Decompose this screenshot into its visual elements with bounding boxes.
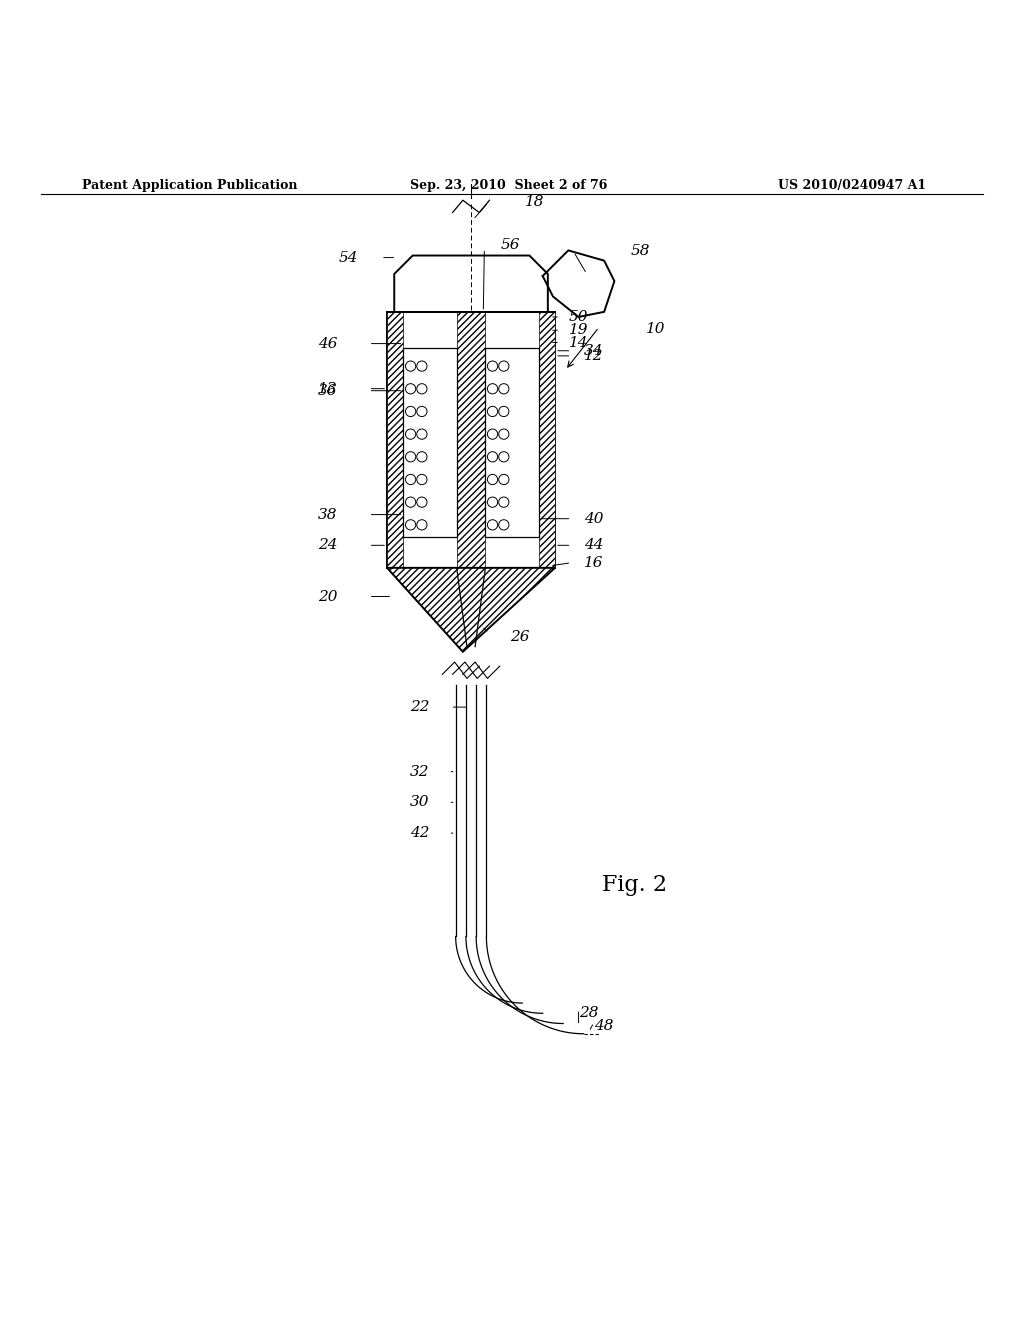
Text: 56: 56 <box>500 239 520 252</box>
Text: Fig. 2: Fig. 2 <box>602 874 668 896</box>
Bar <box>403 347 457 537</box>
Text: 38: 38 <box>317 508 338 521</box>
Text: Patent Application Publication: Patent Application Publication <box>82 178 297 191</box>
Text: 14: 14 <box>568 335 589 350</box>
Text: 46: 46 <box>317 337 338 351</box>
Text: Sep. 23, 2010  Sheet 2 of 76: Sep. 23, 2010 Sheet 2 of 76 <box>410 178 607 191</box>
Bar <box>387 312 555 568</box>
Text: 44: 44 <box>584 539 604 552</box>
Text: 28: 28 <box>579 1006 599 1020</box>
Text: 54: 54 <box>338 251 358 264</box>
Text: 36: 36 <box>317 384 338 397</box>
Polygon shape <box>387 568 555 652</box>
Polygon shape <box>387 312 403 568</box>
Text: 50: 50 <box>568 310 589 323</box>
Text: 40: 40 <box>584 512 604 525</box>
Bar <box>460 312 482 330</box>
Text: 13: 13 <box>317 381 338 396</box>
Text: 20: 20 <box>317 590 338 603</box>
Polygon shape <box>457 312 485 568</box>
Text: 42: 42 <box>410 826 430 840</box>
Text: US 2010/0240947 A1: US 2010/0240947 A1 <box>778 178 927 191</box>
Text: 12: 12 <box>584 348 604 363</box>
Text: 32: 32 <box>410 764 430 779</box>
Text: 34: 34 <box>584 343 604 358</box>
Polygon shape <box>539 312 555 568</box>
Text: 18: 18 <box>524 195 545 210</box>
Text: 10: 10 <box>645 322 666 337</box>
Text: 26: 26 <box>510 631 530 644</box>
Text: 58: 58 <box>630 244 650 259</box>
Text: 48: 48 <box>594 1019 614 1032</box>
Text: 19: 19 <box>568 323 589 338</box>
Text: 16: 16 <box>584 556 604 570</box>
Text: 30: 30 <box>410 796 430 809</box>
Text: 22: 22 <box>410 700 430 714</box>
Bar <box>485 347 539 537</box>
Text: 24: 24 <box>317 539 338 552</box>
